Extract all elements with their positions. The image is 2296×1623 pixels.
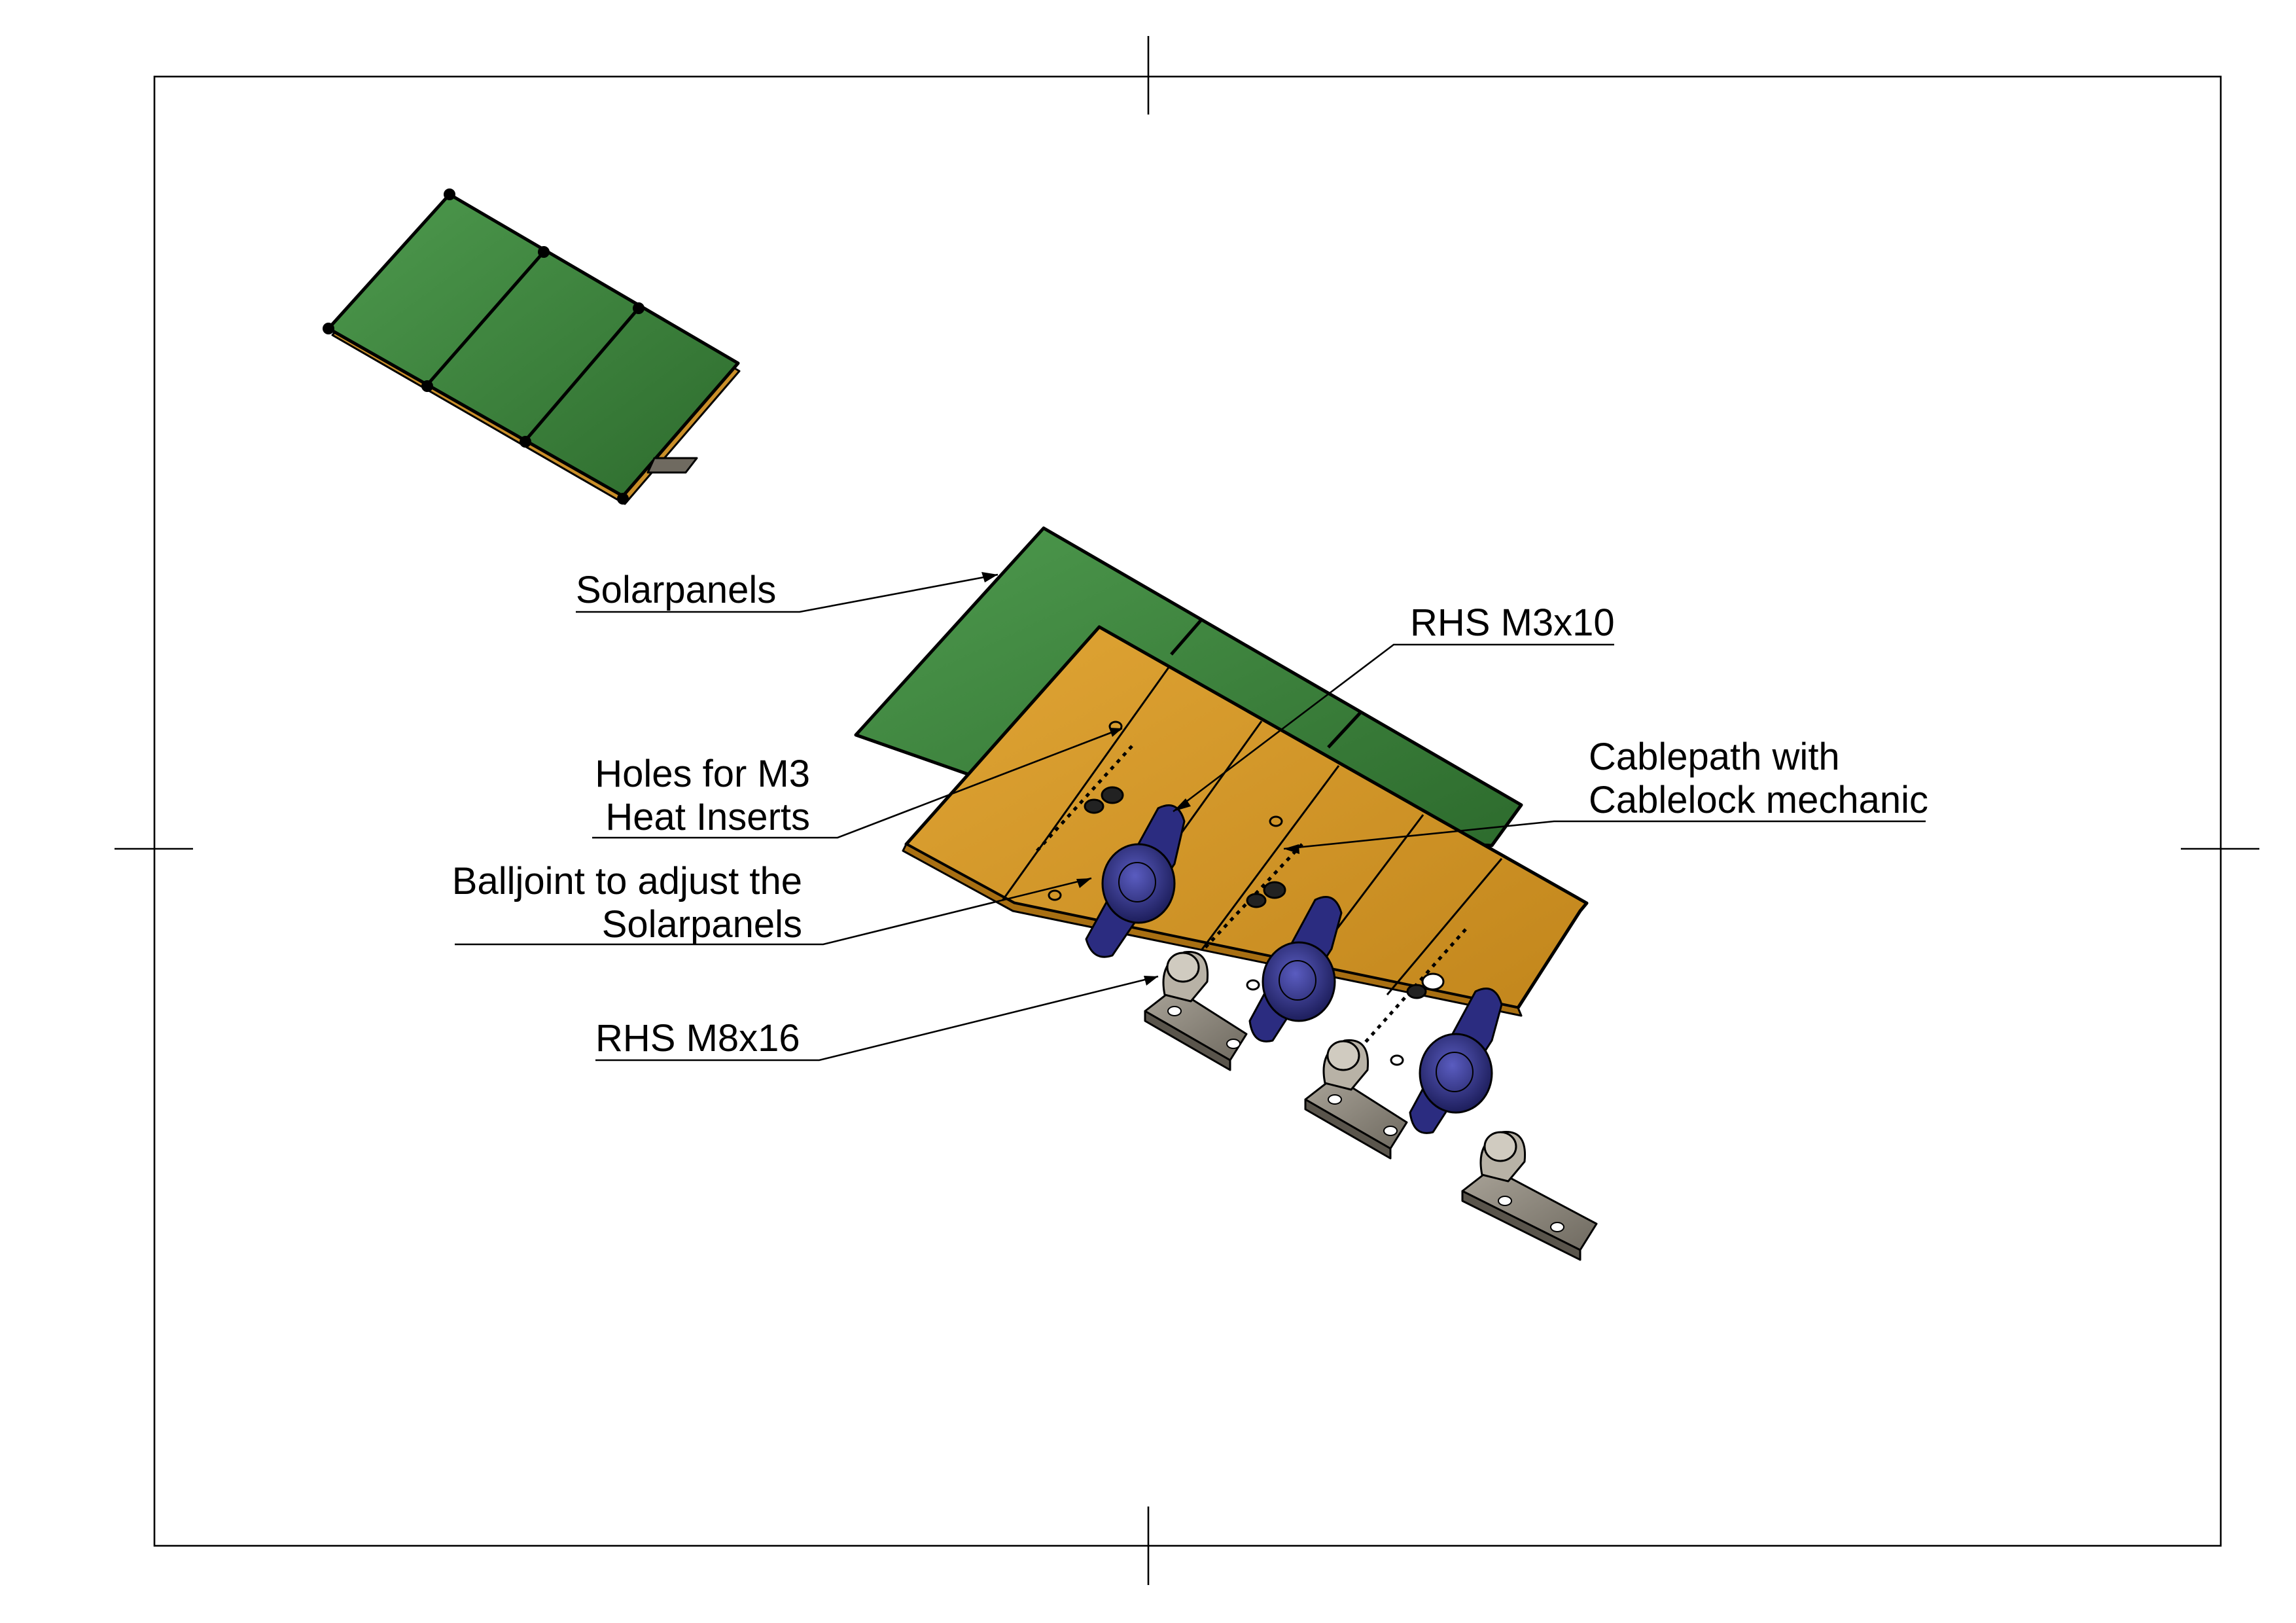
balljoint-mount-1 xyxy=(1085,804,1186,958)
label-holes-line1: Holes for M3 xyxy=(595,753,810,795)
label-balljoint-line1: Balljoint to adjust the xyxy=(452,860,802,902)
label-rhs-m3x10: RHS M3x10 xyxy=(1410,601,1615,644)
label-rhs-m8x16: RHS M8x16 xyxy=(595,1017,800,1060)
balljoint-mount-2 xyxy=(1248,896,1343,1043)
label-holes-line2: Heat Inserts xyxy=(605,796,810,838)
callouts: Solarpanels RHS M3x10 Holes for M3 Heat … xyxy=(452,569,1928,1060)
leader-lines xyxy=(455,572,1926,1061)
bracket-2 xyxy=(1304,1039,1408,1160)
label-cablepath-line1: Cablepath with xyxy=(1589,736,1840,778)
label-solarpanels: Solarpanels xyxy=(576,569,776,611)
sheet-border xyxy=(153,75,2222,1547)
bracket-1 xyxy=(1144,951,1248,1071)
balljoint-mount-3 xyxy=(1409,988,1503,1134)
label-balljoint-line2: Solarpanels xyxy=(602,903,802,946)
center-marks xyxy=(115,36,2259,1585)
label-cablepath-line2: Cablelock mechanic xyxy=(1589,779,1928,821)
thumbnail-panel-view xyxy=(323,188,741,505)
bracket-3 xyxy=(1461,1131,1598,1261)
